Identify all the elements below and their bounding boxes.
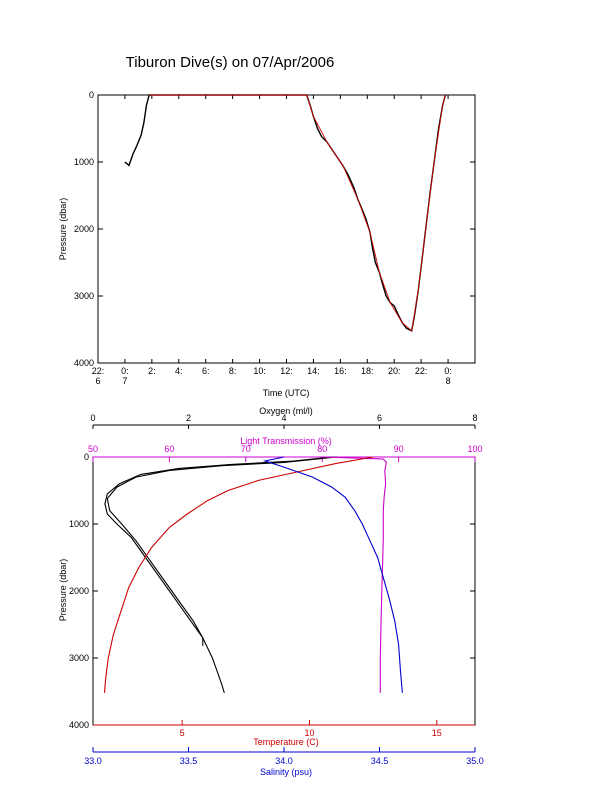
top-x-tick-label: 14: bbox=[307, 366, 320, 376]
temperature-tick-label: 5 bbox=[180, 728, 185, 738]
transmission-axis-label: Light Transmission (%) bbox=[240, 436, 332, 446]
top-x-axis: 22:60:72: 4: 6: 8: 10: 12: 14: 16: 18: 20: 22: 0:8 bbox=[92, 95, 452, 386]
salinity-tick-label: 34.0 bbox=[275, 756, 293, 766]
oxygen-profile-line bbox=[106, 456, 337, 646]
top-y-axis: 0 1000 2000 3000 4000 bbox=[74, 90, 475, 368]
bottom-y-tick-label: 1000 bbox=[69, 519, 89, 529]
top-x-tick-label-day: 7 bbox=[122, 376, 127, 386]
top-x-tick-label: 22: bbox=[415, 366, 428, 376]
top-x-tick-label: 10: bbox=[253, 366, 266, 376]
top-x-tick-label-day: 8 bbox=[446, 376, 451, 386]
top-x-tick-label: 16: bbox=[334, 366, 347, 376]
bottom-plot-frame bbox=[92, 456, 476, 726]
transmission-tick-label: 80 bbox=[317, 444, 327, 454]
salinity-profile-line bbox=[262, 456, 403, 693]
oxygen-tick-label: 6 bbox=[377, 413, 382, 423]
top-series-group bbox=[124, 94, 447, 332]
figure-title: Tiburon Dive(s) on 07/Apr/2006 bbox=[126, 54, 335, 71]
top-x-tick-label: 2: bbox=[148, 366, 156, 376]
transmission-tick-label: 60 bbox=[164, 444, 174, 454]
bottom-y-tick-label: 3000 bbox=[69, 653, 89, 663]
oxygen-tick-label: 2 bbox=[186, 413, 191, 423]
bottom-y-tick-label: 4000 bbox=[69, 720, 89, 730]
top-y-tick-label: 1000 bbox=[74, 157, 94, 167]
salinity-tick-label: 33.0 bbox=[84, 756, 102, 766]
salinity-axis-label: Salinity (psu) bbox=[260, 767, 312, 777]
top-x-tick-label: 0: bbox=[444, 366, 452, 376]
oxygen-profile-line bbox=[104, 456, 332, 693]
top-y-tick-label: 0 bbox=[89, 90, 94, 100]
top-x-axis-label: Time (UTC) bbox=[263, 388, 310, 398]
salinity-tick-label: 33.5 bbox=[180, 756, 198, 766]
transmission-profile-line bbox=[322, 456, 387, 693]
top-y-axis-label: Pressure (dbar) bbox=[58, 198, 68, 261]
transmission-tick-label: 50 bbox=[88, 444, 98, 454]
transmission-axis: 50 60 70 80 90 100 bbox=[88, 444, 483, 462]
oxygen-tick-label: 4 bbox=[281, 413, 286, 423]
top-x-tick-label: 4: bbox=[175, 366, 183, 376]
top-series-line bbox=[124, 94, 447, 332]
top-x-tick-label: 18: bbox=[361, 366, 374, 376]
top-x-tick-label: 0: bbox=[121, 366, 129, 376]
top-x-tick-label: 12: bbox=[280, 366, 293, 376]
top-plot-frame bbox=[97, 94, 476, 364]
top-x-tick-label: 22: bbox=[92, 366, 105, 376]
top-x-tick-label: 6: bbox=[202, 366, 210, 376]
top-y-tick-label: 4000 bbox=[74, 358, 94, 368]
temperature-profile-line bbox=[103, 456, 374, 693]
bottom-y-axis: 0 1000 2000 3000 4000 bbox=[69, 452, 475, 730]
bottom-y-tick-label: 2000 bbox=[69, 586, 89, 596]
temperature-tick-label: 15 bbox=[432, 728, 442, 738]
top-x-tick-label: 20: bbox=[388, 366, 401, 376]
top-series-line bbox=[149, 94, 446, 332]
temperature-axis: 5 10 15 bbox=[93, 720, 475, 738]
top-y-tick-label: 3000 bbox=[74, 291, 94, 301]
bottom-y-tick-label: 0 bbox=[84, 452, 89, 462]
oxygen-axis-label: Oxygen (ml/l) bbox=[259, 406, 313, 416]
ctd-profile-panel: 0 1000 2000 3000 4000 0 2 4 6 8 50 60 70 80 90 100 5 1… bbox=[58, 406, 484, 777]
temperature-tick-label: 10 bbox=[304, 728, 314, 738]
temperature-axis-label: Temperature (C) bbox=[253, 737, 319, 747]
salinity-tick-label: 35.0 bbox=[466, 756, 484, 766]
oxygen-tick-label: 0 bbox=[90, 413, 95, 423]
top-x-tick-label-day: 6 bbox=[95, 376, 100, 386]
transmission-tick-label: 70 bbox=[241, 444, 251, 454]
oxygen-axis: 0 2 4 6 8 bbox=[90, 413, 478, 429]
bottom-y-axis-label: Pressure (dbar) bbox=[58, 559, 68, 622]
transmission-tick-label: 100 bbox=[467, 444, 482, 454]
transmission-tick-label: 90 bbox=[394, 444, 404, 454]
dive-depth-panel: 22:60:72: 4: 6: 8: 10: 12: 14: 16: 18: 20: 22: 0:8 … bbox=[58, 90, 476, 398]
top-x-tick-label: 8: bbox=[229, 366, 237, 376]
salinity-axis: 33.0 33.5 34.0 34.5 35.0 bbox=[84, 747, 484, 766]
bottom-series-group bbox=[103, 456, 403, 693]
oxygen-tick-label: 8 bbox=[472, 413, 477, 423]
top-y-tick-label: 2000 bbox=[74, 224, 94, 234]
salinity-tick-label: 34.5 bbox=[371, 756, 389, 766]
